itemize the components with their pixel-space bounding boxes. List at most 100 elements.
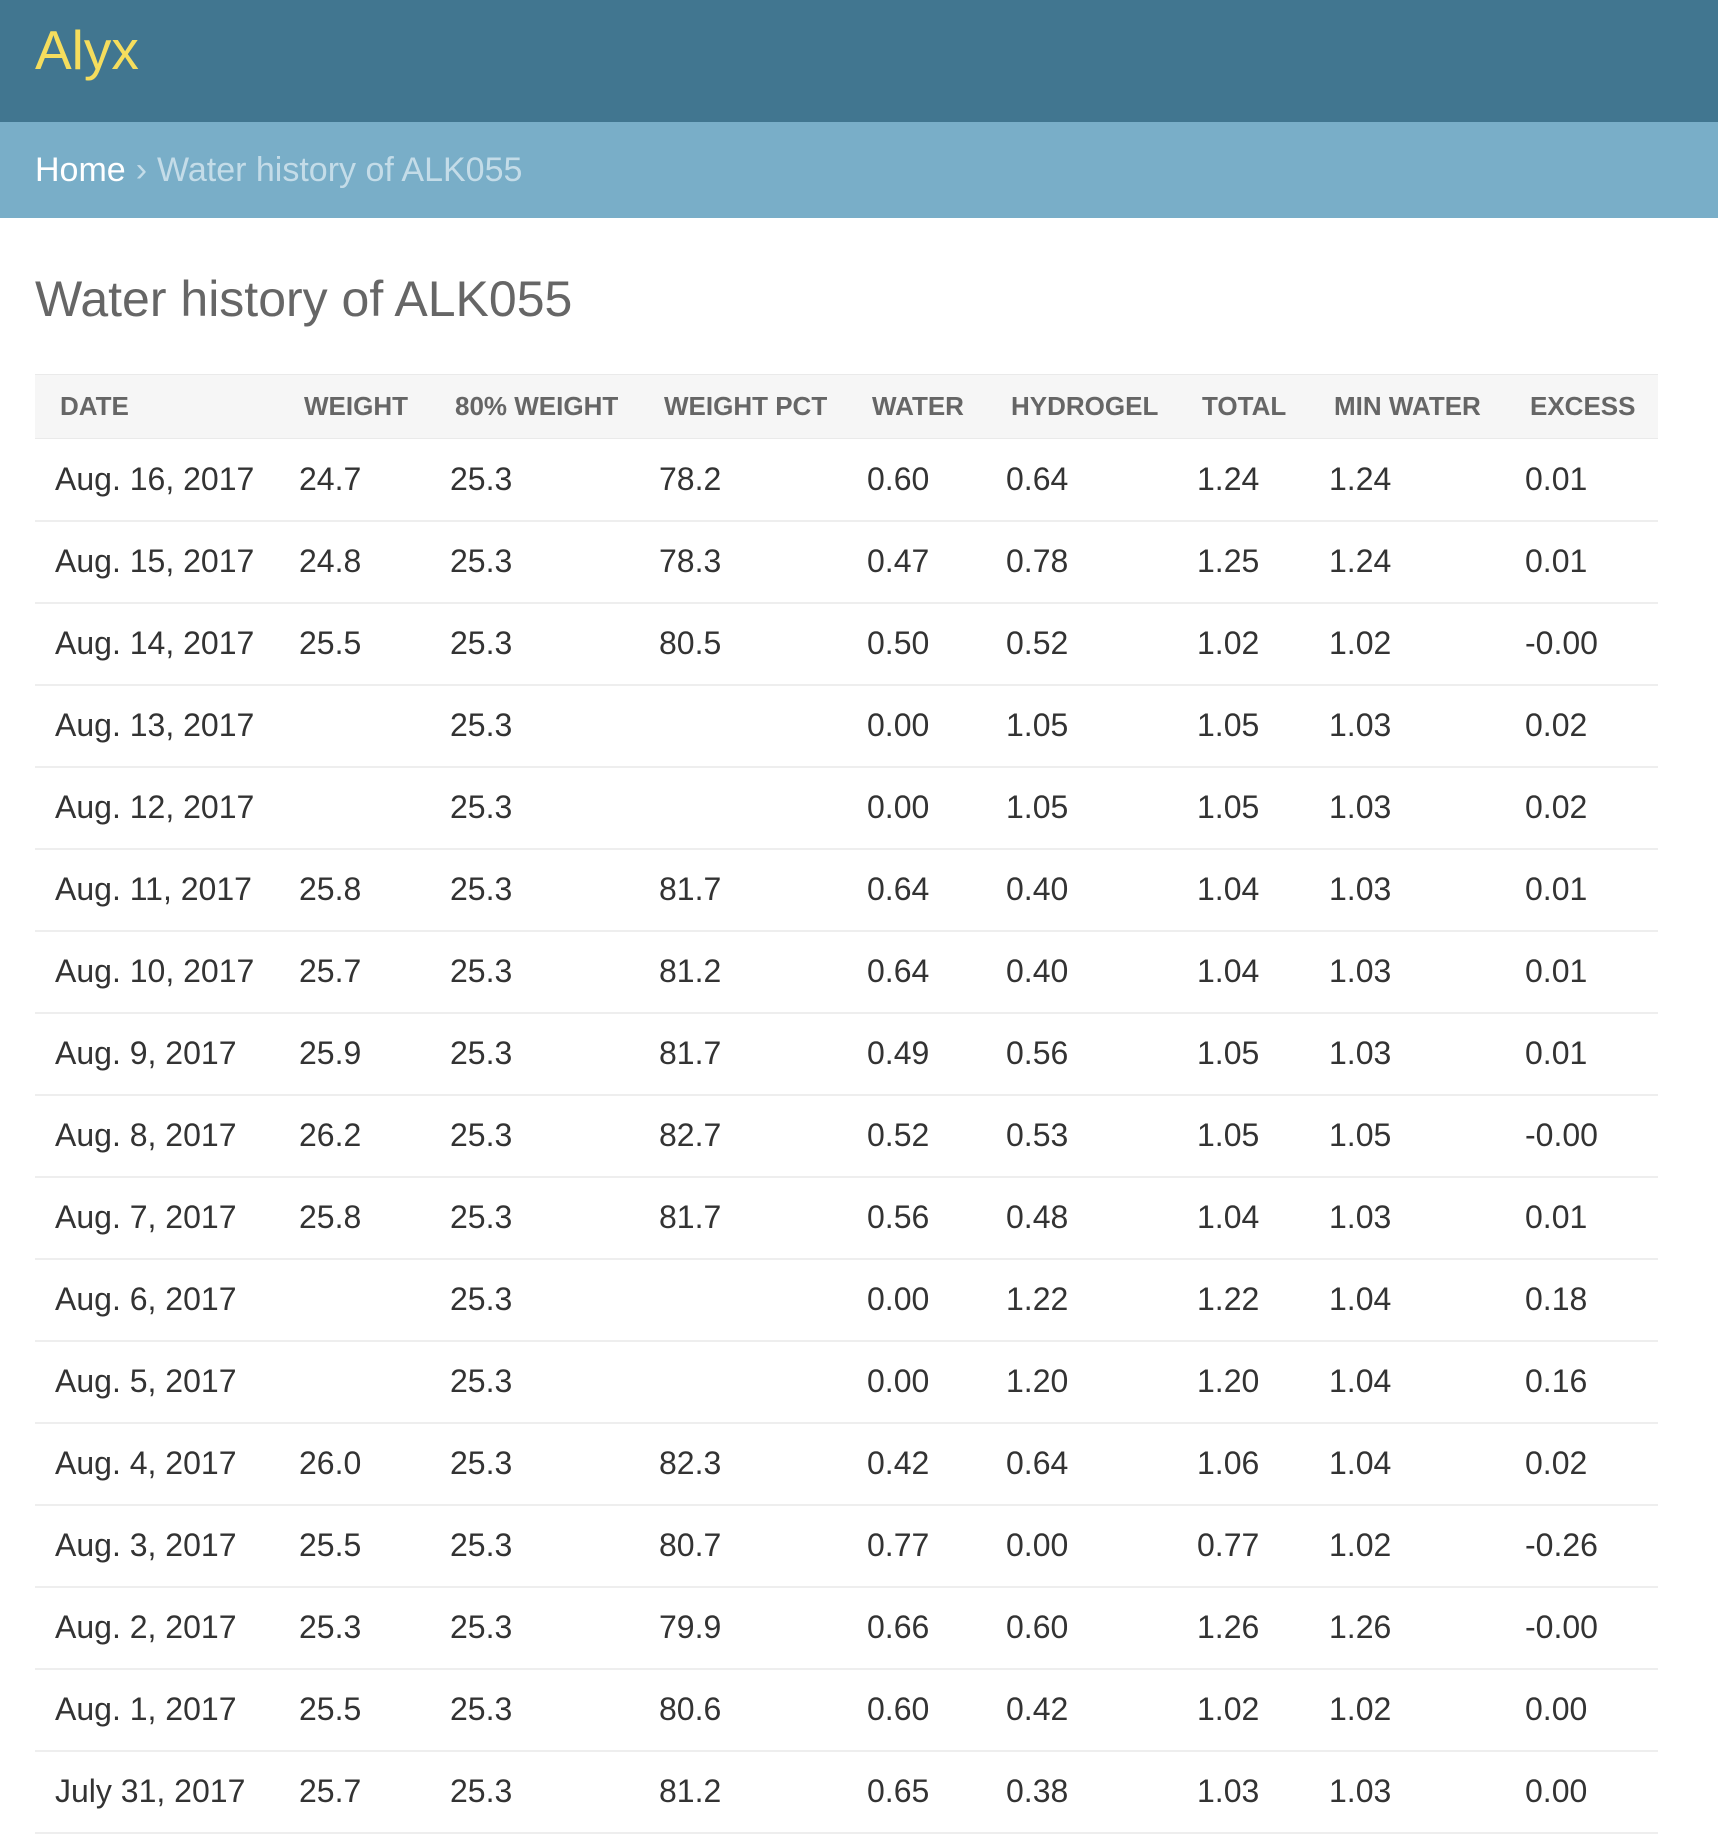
cell-hydrogel: 0.40 (986, 848, 1177, 932)
cell-water: 0.60 (847, 1668, 986, 1752)
cell-date: Aug. 1, 2017 (35, 1668, 279, 1752)
cell-weight: 25.5 (279, 602, 430, 686)
table-row: Aug. 3, 2017 25.5 25.3 80.7 0.77 0.00 0.77 1.02… (35, 1504, 1658, 1588)
cell-80-weight: 25.3 (430, 602, 639, 686)
column-header-water: Water (847, 374, 986, 439)
table-row: Aug. 7, 2017 25.8 25.3 81.7 0.56 0.48 1.04 1.03… (35, 1176, 1658, 1260)
cell-excess: 0.01 (1505, 1012, 1658, 1096)
column-header-weight-pct: Weight PCT (639, 374, 847, 439)
column-header-80-weight: 80% Weight (430, 374, 639, 439)
cell-min-water: 1.03 (1309, 1176, 1505, 1260)
column-header-min-water: Min Water (1309, 374, 1505, 439)
cell-water: 0.77 (847, 1504, 986, 1588)
cell-80-weight: 25.3 (430, 1504, 639, 1588)
cell-80-weight: 25.3 (430, 438, 639, 522)
cell-water: 0.42 (847, 1422, 986, 1506)
cell-total: 1.24 (1177, 438, 1309, 522)
cell-water: 0.64 (847, 930, 986, 1014)
cell-total: 1.05 (1177, 766, 1309, 850)
cell-excess: 0.01 (1505, 520, 1658, 604)
table-row: Aug. 6, 2017 25.3 0.00 1.22 1.22 1.04 0.18 (35, 1258, 1658, 1342)
cell-hydrogel: 0.53 (986, 1094, 1177, 1178)
cell-hydrogel: 0.40 (986, 930, 1177, 1014)
cell-min-water: 1.03 (1309, 766, 1505, 850)
table-row: Aug. 16, 2017 24.7 25.3 78.2 0.60 0.64 1.24 1.2… (35, 438, 1658, 522)
cell-date: Aug. 4, 2017 (35, 1422, 279, 1506)
cell-weight: 26.0 (279, 1422, 430, 1506)
cell-weight: 26.2 (279, 1094, 430, 1178)
cell-date: Aug. 13, 2017 (35, 684, 279, 768)
cell-weight-pct: 81.2 (639, 930, 847, 1014)
cell-min-water: 1.05 (1309, 1094, 1505, 1178)
breadcrumb-separator: › (135, 150, 148, 189)
cell-excess: 0.01 (1505, 930, 1658, 1014)
cell-min-water: 1.02 (1309, 602, 1505, 686)
cell-weight: 25.8 (279, 848, 430, 932)
cell-hydrogel: 0.60 (986, 1586, 1177, 1670)
breadcrumb-current: Water history of ALK055 (157, 150, 523, 189)
table-header-row: Date Weight 80% Weight Weight PCT Water … (35, 374, 1658, 439)
cell-weight-pct (639, 1340, 847, 1424)
column-header-excess: Excess (1505, 374, 1658, 439)
cell-min-water: 1.24 (1309, 438, 1505, 522)
cell-total: 1.04 (1177, 930, 1309, 1014)
cell-total: 1.05 (1177, 684, 1309, 768)
column-header-total: Total (1177, 374, 1309, 439)
cell-total: 1.02 (1177, 602, 1309, 686)
table-row: Aug. 10, 2017 25.7 25.3 81.2 0.64 0.40 1.04 1.0… (35, 930, 1658, 1014)
cell-weight (279, 1258, 430, 1342)
cell-hydrogel: 0.00 (986, 1504, 1177, 1588)
cell-excess: 0.16 (1505, 1340, 1658, 1424)
cell-min-water: 1.04 (1309, 1422, 1505, 1506)
cell-date: Aug. 5, 2017 (35, 1340, 279, 1424)
cell-date: Aug. 7, 2017 (35, 1176, 279, 1260)
table-row: Aug. 4, 2017 26.0 25.3 82.3 0.42 0.64 1.06 1.04… (35, 1422, 1658, 1506)
cell-date: Aug. 8, 2017 (35, 1094, 279, 1178)
breadcrumb: Home › Water history of ALK055 (0, 122, 1718, 218)
cell-80-weight: 25.3 (430, 520, 639, 604)
page-title: Water history of ALK055 (35, 271, 573, 327)
cell-total: 1.22 (1177, 1258, 1309, 1342)
table-body: Aug. 16, 2017 24.7 25.3 78.2 0.60 0.64 1.24 1.2… (35, 438, 1658, 1834)
breadcrumb-home-link[interactable]: Home (35, 150, 126, 189)
cell-date: Aug. 2, 2017 (35, 1586, 279, 1670)
cell-weight: 25.7 (279, 930, 430, 1014)
cell-excess: 0.02 (1505, 684, 1658, 768)
cell-80-weight: 25.3 (430, 848, 639, 932)
cell-min-water: 1.03 (1309, 1750, 1505, 1834)
cell-hydrogel: 0.38 (986, 1750, 1177, 1834)
cell-water: 0.50 (847, 602, 986, 686)
cell-hydrogel: 0.56 (986, 1012, 1177, 1096)
cell-min-water: 1.03 (1309, 930, 1505, 1014)
cell-weight: 25.5 (279, 1668, 430, 1752)
cell-total: 1.03 (1177, 1750, 1309, 1834)
cell-total: 1.05 (1177, 1012, 1309, 1096)
cell-water: 0.52 (847, 1094, 986, 1178)
cell-excess: -0.00 (1505, 1094, 1658, 1178)
cell-weight: 25.9 (279, 1012, 430, 1096)
cell-min-water: 1.02 (1309, 1504, 1505, 1588)
cell-weight-pct: 81.7 (639, 1012, 847, 1096)
cell-weight-pct: 81.7 (639, 1176, 847, 1260)
cell-hydrogel: 1.05 (986, 684, 1177, 768)
table-row: July 31, 2017 25.7 25.3 81.2 0.65 0.38 1.03 1.0… (35, 1750, 1658, 1834)
cell-date: Aug. 16, 2017 (35, 438, 279, 522)
cell-80-weight: 25.3 (430, 766, 639, 850)
cell-weight-pct: 78.2 (639, 438, 847, 522)
site-header: Alyx (0, 0, 1718, 122)
cell-weight: 25.7 (279, 1750, 430, 1834)
cell-weight (279, 1340, 430, 1424)
cell-hydrogel: 0.64 (986, 1422, 1177, 1506)
cell-80-weight: 25.3 (430, 1750, 639, 1834)
cell-water: 0.00 (847, 1258, 986, 1342)
cell-80-weight: 25.3 (430, 1176, 639, 1260)
cell-weight-pct (639, 766, 847, 850)
cell-min-water: 1.24 (1309, 520, 1505, 604)
cell-hydrogel: 0.48 (986, 1176, 1177, 1260)
cell-weight-pct: 80.6 (639, 1668, 847, 1752)
cell-water: 0.66 (847, 1586, 986, 1670)
cell-weight-pct: 81.2 (639, 1750, 847, 1834)
cell-80-weight: 25.3 (430, 1586, 639, 1670)
site-brand-link[interactable]: Alyx (35, 18, 139, 81)
cell-water: 0.56 (847, 1176, 986, 1260)
